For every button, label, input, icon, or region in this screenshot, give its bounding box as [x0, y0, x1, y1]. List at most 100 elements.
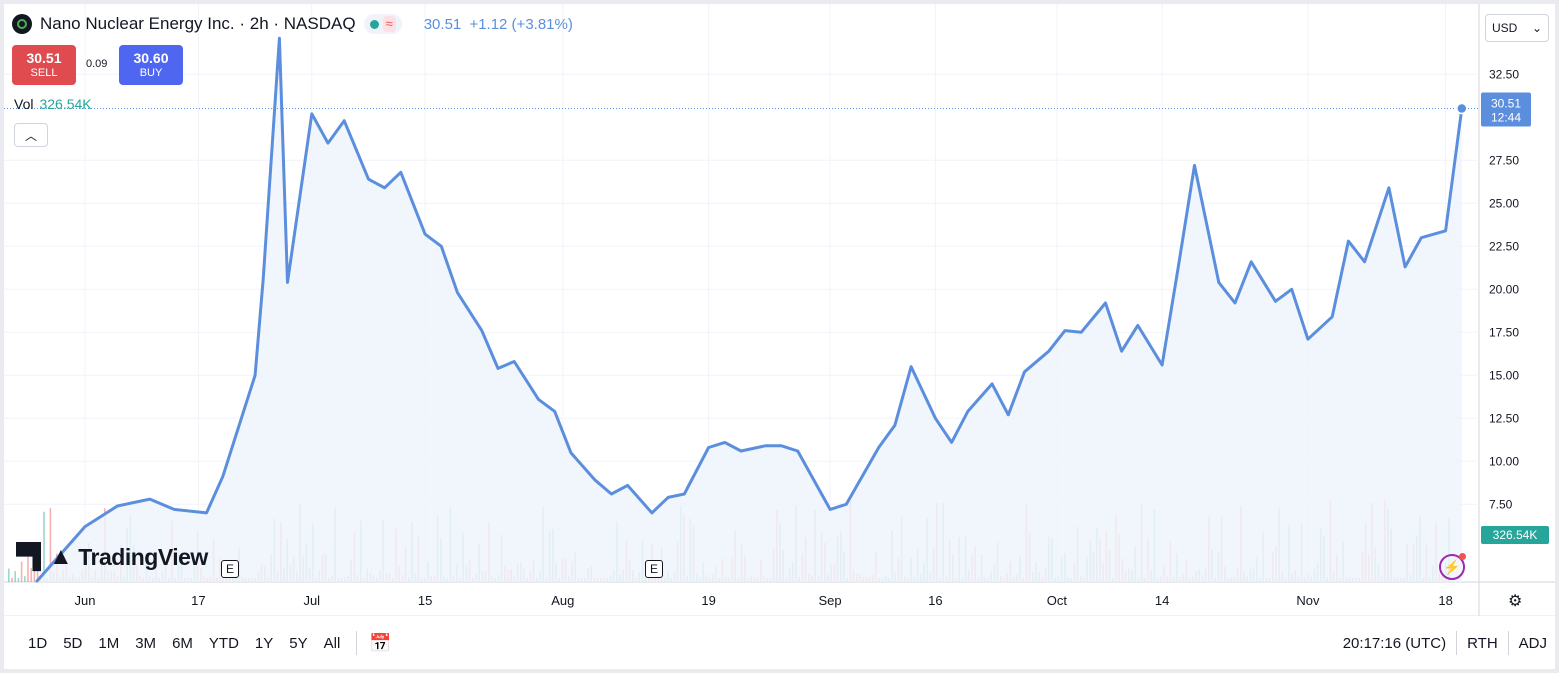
delayed-data-icon: ≈ — [382, 16, 396, 32]
earnings-marker[interactable]: E — [221, 560, 239, 578]
price-line-series[interactable] — [35, 36, 1464, 583]
range-button-5d[interactable]: 5D — [63, 634, 83, 652]
x-tick-label: Jul — [303, 593, 320, 608]
price-point — [1177, 266, 1180, 268]
volume-bar — [36, 563, 39, 582]
currency-select[interactable]: USD ⌄ — [1485, 14, 1549, 42]
x-tick-label: Sep — [819, 593, 842, 608]
price-point — [1234, 302, 1236, 304]
currency-label: USD — [1492, 21, 1518, 35]
clock-display[interactable]: 20:17:16 (UTC) — [1342, 634, 1447, 652]
y-tick-label: 10.00 — [1489, 454, 1519, 468]
settings-icon[interactable]: ⚙ — [1508, 593, 1523, 610]
price-point — [1080, 331, 1082, 334]
calendar-goto-icon[interactable]: 📅 — [369, 632, 392, 653]
price-point — [262, 278, 265, 280]
y-tick-label: 25.00 — [1489, 196, 1519, 210]
symbol-title[interactable]: Nano Nuclear Energy Inc. · 2h · NASDAQ — [40, 14, 356, 33]
volume-bar — [24, 576, 26, 582]
tradingview-watermark[interactable]: ▀▌▲ TradingView — [16, 543, 208, 571]
earnings-letter: E — [649, 562, 658, 576]
volume-bar — [8, 568, 10, 582]
price-point — [1250, 261, 1252, 263]
volume-bar — [27, 555, 29, 582]
price-point — [1444, 230, 1447, 232]
price-tag-value: 30.51 — [1491, 97, 1521, 111]
price-point — [967, 410, 969, 413]
range-button-5y[interactable]: 5Y — [289, 634, 308, 652]
range-button-all[interactable]: All — [323, 634, 341, 652]
y-tick-label: 20.00 — [1489, 282, 1519, 296]
volume-tag-value: 326.54K — [1493, 528, 1538, 542]
price-point — [1104, 302, 1107, 304]
price-point — [651, 512, 653, 514]
volume-bar — [33, 553, 36, 582]
price-point — [991, 383, 993, 385]
events-lightning-icon[interactable]: ⚡ — [1439, 553, 1466, 580]
chart-window: 7.50 10.00 12.50 15.00 17.50 20.00 22.50 25.00 2… — [4, 4, 1555, 669]
price-point — [796, 450, 799, 452]
volume-bar — [11, 577, 13, 582]
price-point — [456, 291, 459, 294]
range-button-1m[interactable]: 1M — [98, 634, 120, 652]
price-point — [877, 446, 880, 449]
price-point — [1274, 300, 1277, 303]
buy-button[interactable]: 30.60 BUY — [119, 45, 183, 85]
chevron-down-icon: ⌄ — [1531, 21, 1542, 35]
earnings-marker[interactable]: E — [645, 560, 663, 578]
price-point — [1218, 281, 1220, 284]
tradingview-logo-icon: ▀▌▲ — [16, 543, 73, 570]
price-point — [1007, 414, 1010, 416]
price-point — [537, 398, 540, 401]
price-point — [513, 360, 515, 363]
volume-value: 326.54K — [39, 96, 92, 112]
header-change: +1.12 (+3.81%) — [469, 15, 573, 33]
price-point — [950, 441, 953, 444]
price-point — [1331, 316, 1333, 318]
price-tag-bg — [1481, 92, 1531, 127]
range-button-1y[interactable]: 1Y — [254, 634, 274, 652]
x-tick-label: 19 — [701, 593, 715, 608]
price-point — [724, 441, 726, 444]
company-logo-icon — [12, 14, 32, 34]
price-point — [910, 365, 912, 368]
y-tick-label: 12.50 — [1489, 411, 1519, 425]
price-point — [1307, 338, 1309, 341]
price-point — [1388, 187, 1390, 189]
price-point — [311, 113, 313, 115]
toolbar-divider — [1507, 631, 1509, 655]
y-tick-label: 7.50 — [1489, 497, 1513, 511]
price-point — [683, 493, 686, 495]
price-point — [780, 445, 783, 447]
volume-bar — [14, 571, 16, 582]
rth-toggle[interactable]: RTH — [1467, 634, 1498, 652]
x-tick-label: 14 — [1155, 593, 1169, 608]
price-point — [116, 505, 119, 507]
price-point — [667, 496, 669, 499]
range-button-3m[interactable]: 3M — [135, 634, 157, 652]
price-point — [626, 484, 629, 487]
price-point — [764, 445, 767, 447]
price-point — [845, 503, 848, 506]
price-point — [1290, 288, 1293, 291]
adj-toggle[interactable]: ADJ — [1518, 634, 1547, 652]
watermark-text: TradingView — [78, 543, 208, 570]
price-point — [829, 508, 831, 511]
price-point — [400, 171, 402, 174]
spread-value: 0.09 — [86, 58, 108, 70]
sell-price: 30.51 — [26, 50, 62, 66]
range-button-ytd[interactable]: YTD — [208, 634, 239, 652]
y-tick-label: 15.00 — [1489, 368, 1519, 382]
price-point — [221, 476, 224, 478]
range-button-1d[interactable]: 1D — [28, 634, 48, 652]
volume-legend[interactable]: Vol 326.54K — [14, 96, 92, 112]
sell-button[interactable]: 30.51 SELL — [12, 45, 76, 85]
x-tick-label: 16 — [928, 593, 942, 608]
collapse-legend-button[interactable]: ︿ — [14, 123, 48, 147]
toolbar-divider — [356, 631, 358, 655]
chart-plot[interactable]: 7.50 10.00 12.50 15.00 17.50 20.00 22.50 25.00 2… — [4, 4, 1555, 616]
sell-label: SELL — [30, 67, 58, 79]
price-point — [254, 374, 256, 377]
market-status-pill[interactable]: ≈ — [363, 14, 402, 34]
range-button-6m[interactable]: 6M — [172, 634, 193, 652]
